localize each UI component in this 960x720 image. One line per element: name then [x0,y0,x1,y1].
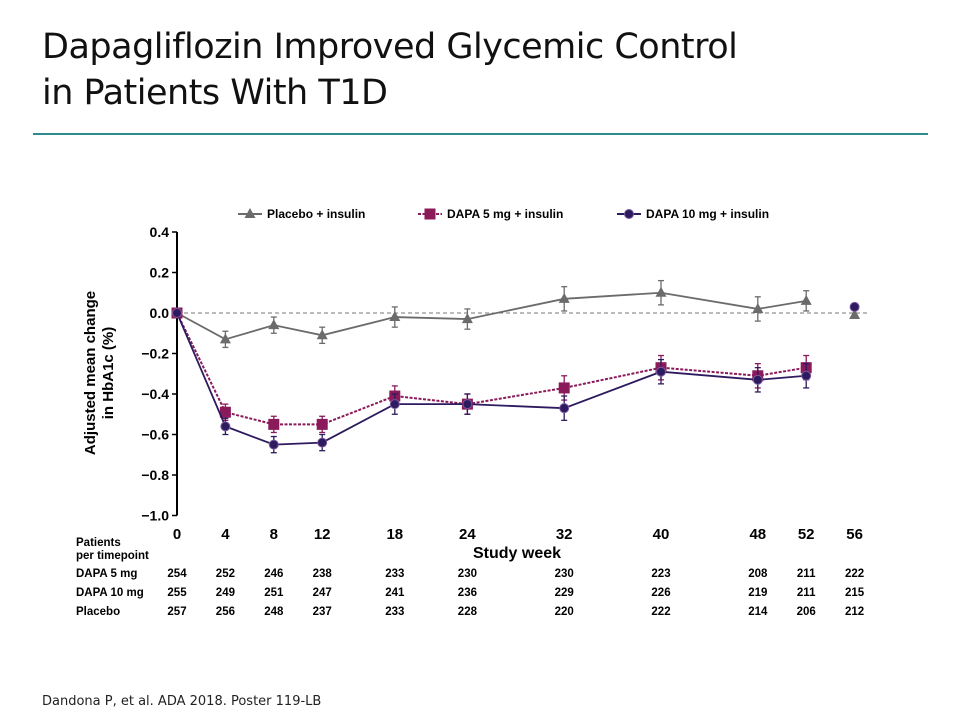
table-cell: 215 [845,587,865,599]
table-cell: 222 [845,568,864,580]
data-point-dapa-5mg [558,382,570,394]
x-tick-label: 52 [798,526,815,543]
data-point-placebo [800,294,812,305]
table-cell: 229 [555,587,574,599]
patients-header-line-1: Patients [76,537,121,549]
x-tick-label: 24 [459,526,476,543]
title-divider [33,133,928,135]
legend-marker-dapa-10mg [624,209,634,219]
data-point-dapa-10mg [220,421,231,432]
table-cell: 206 [797,606,816,618]
legend-marker-dapa-5mg [424,208,436,220]
x-tick-label: 0 [173,526,181,543]
y-tick-label: −0.4 [141,386,169,402]
table-cell: 255 [167,587,187,599]
table-cell: 237 [313,606,332,618]
data-point-dapa-10mg [268,439,279,450]
data-point-dapa-10mg [801,370,812,381]
data-point-placebo [558,292,570,303]
table-cell: 211 [797,568,816,580]
series-line-placebo [176,291,807,341]
table-cell: 228 [458,606,478,618]
data-point-dapa-10mg [462,399,473,410]
x-tick-label: 12 [314,526,331,543]
y-tick-label: 0.4 [150,224,170,240]
legend-marker-placebo [244,208,256,218]
table-row-label: DAPA 10 mg [76,587,144,599]
table-cell: 212 [845,606,864,618]
legend-label-dapa-10mg: DAPA 10 mg + insulin [646,207,769,221]
table-cell: 220 [555,606,574,618]
x-tick-label: 8 [270,526,278,543]
table-cell: 230 [555,568,574,580]
table-cell: 251 [264,587,284,599]
table-cell: 238 [313,568,333,580]
data-point-dapa-10mg [752,374,763,385]
x-tick-label: 4 [221,526,230,543]
table-cell: 252 [216,568,235,580]
table-cell: 256 [216,606,235,618]
table-row-label: DAPA 5 mg [76,568,137,580]
table-cell: 241 [385,587,405,599]
y-tick-label: −1.0 [141,508,169,524]
patients-header-line-2: per timepoint [76,550,149,562]
y-tick-label: 0.0 [150,305,170,321]
table-cell: 248 [264,606,284,618]
table-cell: 226 [651,587,670,599]
x-tick-label: 40 [653,526,670,543]
y-tick-label: −0.2 [141,346,169,362]
x-tick-label: 48 [749,526,766,543]
citation: Dandona P, et al. ADA 2018. Poster 119-L… [42,694,322,709]
data-point-placebo [219,333,231,344]
table-cell: 219 [748,587,767,599]
data-point-dapa-10mg [317,437,328,448]
table-cell: 246 [264,568,283,580]
table-cell: 236 [458,587,477,599]
legend-label-dapa-5mg: DAPA 5 mg + insulin [447,207,563,221]
table-cell: 211 [797,587,816,599]
data-point-dapa-10mg [172,308,182,318]
table-row-label: Placebo [76,606,120,618]
data-point-placebo [316,329,328,340]
legend-label-placebo: Placebo + insulin [267,207,365,221]
x-tick-label: 32 [556,526,573,543]
data-point-placebo [461,313,473,324]
data-point-dapa-10mg [849,301,860,312]
y-tick-label: −0.8 [141,467,169,483]
table-cell: 230 [458,568,477,580]
data-point-placebo [655,286,667,297]
x-tick-label: 56 [846,526,863,543]
table-cell: 247 [313,587,332,599]
table-cell: 223 [651,568,670,580]
table-cell: 233 [385,606,404,618]
data-point-dapa-10mg [656,366,666,377]
title-line-2: in Patients With T1D [42,73,388,113]
x-axis-label: Study week [473,545,561,562]
table-cell: 222 [651,606,670,618]
y-tick-label: 0.2 [150,265,170,281]
data-point-dapa-5mg [219,406,231,418]
series-line-dapa-10mg [176,312,807,446]
data-point-dapa-5mg [268,418,280,430]
table-cell: 214 [748,606,768,618]
data-point-placebo [752,302,764,313]
y-axis-label: Adjusted mean changein HbA1c (%) [82,291,117,455]
series-line-dapa-5mg [176,312,807,426]
table-cell: 254 [167,568,187,580]
data-point-placebo [389,311,401,322]
data-point-dapa-10mg [389,399,400,410]
slide-title: Dapagliflozin Improved Glycemic Control … [42,24,738,116]
table-cell: 233 [385,568,404,580]
data-point-placebo [268,319,280,330]
table-cell: 208 [748,568,768,580]
y-tick-label: −0.6 [141,427,169,443]
table-cell: 257 [167,606,186,618]
table-cell: 249 [216,587,235,599]
data-point-placebo [849,309,861,320]
data-point-dapa-10mg [559,403,570,414]
data-point-dapa-5mg [316,418,328,430]
x-tick-label: 18 [386,526,403,543]
title-line-1: Dapagliflozin Improved Glycemic Control [42,27,738,67]
